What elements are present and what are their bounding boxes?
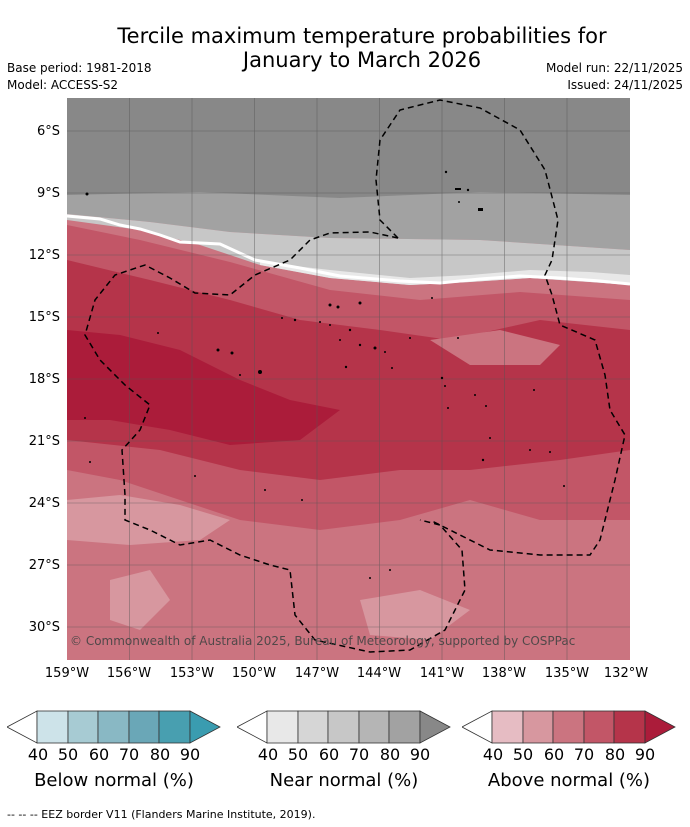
- lat-label: 6°S: [36, 124, 60, 139]
- color-swatch: [36, 710, 69, 744]
- lat-label: 30°S: [28, 620, 60, 635]
- color-swatch: [552, 710, 585, 744]
- color-swatch: [419, 710, 451, 744]
- legend-near-normal: 40 50 60 70 80 90 Near normal (%): [237, 710, 451, 800]
- color-swatch: [266, 710, 299, 744]
- base-period: Base period: 1981-2018: [7, 61, 152, 75]
- probability-map: [67, 98, 630, 660]
- legend-tick: 40: [27, 745, 49, 764]
- lon-label: 156°W: [106, 666, 152, 681]
- lat-label: 27°S: [28, 558, 60, 573]
- color-swatch: [158, 710, 191, 744]
- legend-tick: 80: [379, 745, 401, 764]
- legend-above-normal: 40 50 60 70 80 90 Above normal (%): [462, 710, 676, 800]
- region-above-50-s: [110, 570, 170, 630]
- lon-label: 150°W: [231, 666, 277, 681]
- legend-tick: 90: [409, 745, 431, 764]
- lon-label: 147°W: [294, 666, 340, 681]
- color-swatch: [583, 710, 615, 744]
- color-swatch: [358, 710, 390, 744]
- legend-tick: 60: [318, 745, 340, 764]
- lon-label: 138°W: [481, 666, 527, 681]
- color-swatch: [644, 710, 676, 744]
- lat-label: 18°S: [28, 372, 60, 387]
- lon-label: 153°W: [169, 666, 215, 681]
- legend-tick: 70: [118, 745, 140, 764]
- region-above-60-e: [430, 330, 560, 365]
- lon-label: 141°W: [419, 666, 465, 681]
- region-near-80: [67, 192, 630, 250]
- legend-title: Above normal (%): [487, 770, 651, 791]
- color-swatch: [613, 710, 646, 744]
- lat-label: 21°S: [28, 434, 60, 449]
- color-swatch: [97, 710, 130, 744]
- boundary-line: [67, 214, 630, 286]
- legend-tick: 80: [149, 745, 171, 764]
- issued-date: Issued: 24/11/2025: [567, 78, 683, 92]
- meta-right: Model run: 22/11/2025 Issued: 24/11/2025: [546, 60, 683, 94]
- legend-tick: 70: [573, 745, 595, 764]
- lon-label: 159°W: [44, 666, 90, 681]
- region-near-50: [260, 262, 630, 285]
- legend-tick: 80: [604, 745, 626, 764]
- model-run: Model run: 22/11/2025: [545, 61, 683, 75]
- color-swatch: [189, 710, 221, 744]
- color-swatch: [491, 710, 524, 744]
- color-swatch: [297, 710, 329, 744]
- map-fill-regions: [67, 98, 630, 660]
- legend-tick: 40: [257, 745, 279, 764]
- legend-tick: 40: [482, 745, 504, 764]
- colorbar: [7, 710, 221, 744]
- lat-label: 12°S: [28, 248, 60, 263]
- legend-tick: 50: [57, 745, 79, 764]
- region-near-70: [67, 214, 630, 285]
- lon-label: 132°W: [603, 666, 649, 681]
- legend-tick: 50: [512, 745, 534, 764]
- colorbar: [237, 710, 451, 744]
- legend-tick: 60: [543, 745, 565, 764]
- legend-tick: 90: [179, 745, 201, 764]
- lon-label: 135°W: [544, 666, 590, 681]
- color-swatch: [327, 710, 360, 744]
- color-swatch: [67, 710, 99, 744]
- legend-below-normal: 40 50 60 70 80 90 Below normal (%): [7, 710, 221, 800]
- color-swatch: [522, 710, 554, 744]
- eez-border-east: [375, 99, 626, 556]
- copyright-notice: © Commonwealth of Australia 2025, Bureau…: [70, 634, 576, 648]
- lat-label: 15°S: [28, 310, 60, 325]
- legend-tick: 60: [88, 745, 110, 764]
- lon-label: 144°W: [356, 666, 402, 681]
- region-above-90: [67, 330, 340, 445]
- colorbar: [462, 710, 676, 744]
- graticule: [67, 98, 630, 660]
- meta-left: Base period: 1981-2018 Model: ACCESS-S2: [7, 60, 152, 94]
- legend-title: Near normal (%): [269, 770, 419, 791]
- legend-tick: 50: [287, 745, 309, 764]
- lat-label: 9°S: [36, 186, 60, 201]
- region-near-90: [67, 98, 630, 210]
- title-line-1: Tercile maximum temperature probabilitie…: [117, 24, 607, 48]
- region-above-50-sw: [67, 495, 230, 545]
- color-swatch: [128, 710, 160, 744]
- model-name: Model: ACCESS-S2: [7, 78, 119, 92]
- legend-title: Below normal (%): [34, 770, 194, 791]
- lat-label: 24°S: [28, 496, 60, 511]
- map-title: Tercile maximum temperature probabilitie…: [0, 24, 690, 72]
- legend-tick: 90: [634, 745, 656, 764]
- eez-footnote: -- -- -- EEZ border V11 (Flanders Marine…: [7, 808, 316, 821]
- title-line-2: January to March 2026: [242, 48, 482, 72]
- islands: [84, 170, 565, 579]
- eez-border-west: [84, 231, 466, 653]
- color-swatch: [388, 710, 421, 744]
- region-above-50-se: [360, 590, 470, 640]
- legend-tick: 70: [348, 745, 370, 764]
